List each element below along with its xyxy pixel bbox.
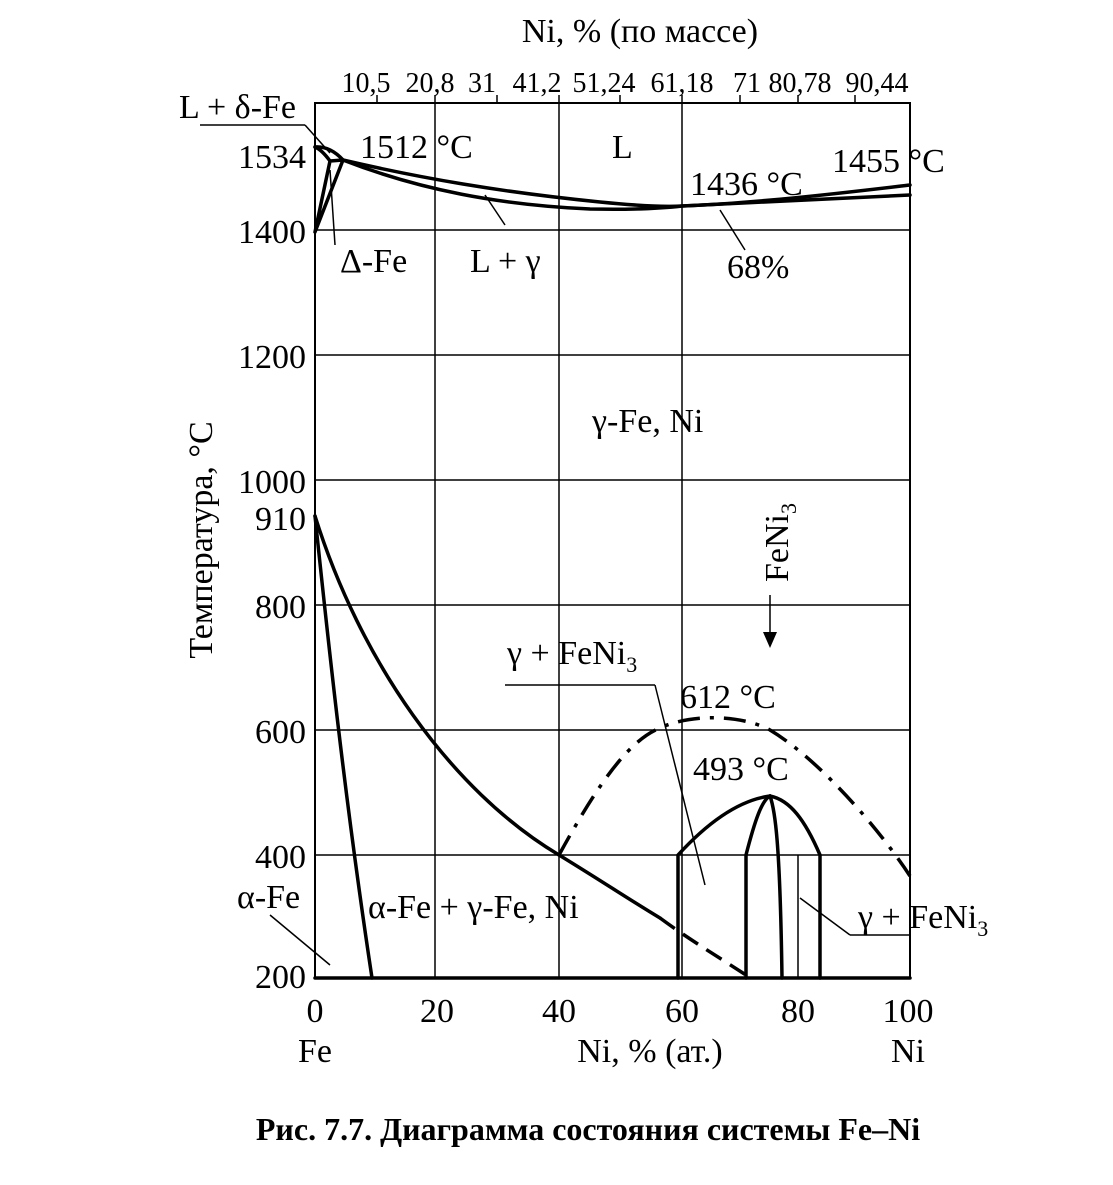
ordering-dome-612 <box>557 716 912 877</box>
feni3-inner-left <box>744 794 772 980</box>
y-tick-label: 200 <box>255 959 306 996</box>
x-tick-label: 60 <box>665 993 699 1030</box>
delta-fe-loop <box>313 145 345 234</box>
gamma-alpha-boundary <box>313 514 662 920</box>
top-tick-label: 20,8 <box>406 68 455 99</box>
label-liquid: L <box>612 129 633 166</box>
top-tick-label: 61,18 <box>651 68 714 99</box>
top-tick-labels: 10,5 20,8 31 41,2 51,24 61,18 71 80,78 9… <box>342 68 909 99</box>
y-tick-label: 1400 <box>238 214 306 251</box>
y-tick-label: 800 <box>255 589 306 626</box>
label-feni3-base: FeNi3 <box>759 503 801 582</box>
label-493: 493 °C <box>693 751 789 788</box>
x-tick-label: 0 <box>307 993 324 1030</box>
x-tick-label: 100 <box>883 993 934 1030</box>
figure-caption: Рис. 7.7. Диаграмма состояния системы Fe… <box>256 1111 920 1147</box>
label-feni3-vertical: FeNi3 <box>759 503 801 582</box>
y-axis-title: Температура, °C <box>183 421 220 658</box>
top-tick-label: 80,78 <box>769 68 832 99</box>
y-tick-label: 1000 <box>238 464 306 501</box>
alpha-solvus <box>313 514 374 980</box>
y-tick-label: 1200 <box>238 339 306 376</box>
x-end-right-label: Ni <box>891 1033 925 1070</box>
x-tick-label: 40 <box>542 993 576 1030</box>
label-alpha-gamma: α-Fe + γ-Fe, Ni <box>368 889 579 926</box>
top-tick-label: 71 <box>733 68 761 99</box>
plot-frame <box>314 102 911 979</box>
leader-lines <box>200 124 910 966</box>
label-gamma-fe-ni: γ-Fe, Ni <box>591 403 703 440</box>
x-tick-label: 20 <box>420 993 454 1030</box>
top-tick-label: 31 <box>468 68 496 99</box>
label-1512: 1512 °C <box>360 129 473 166</box>
y-tick-label: 400 <box>255 839 306 876</box>
top-axis-ticks <box>376 95 856 103</box>
label-68-percent: 68% <box>727 249 789 286</box>
top-tick-label: 90,44 <box>846 68 909 99</box>
label-gamma-feni3-upper: γ + FeNi3 <box>506 635 637 677</box>
gamma-alpha-boundary-dashed <box>658 916 747 977</box>
y-tick-label: 1534 <box>238 139 306 176</box>
region-labels: L + δ-Fe L 1512 °C 1436 °C 1455 °C Δ-Fe … <box>179 89 988 941</box>
x-axis-title: Ni, % (ат.) <box>577 1033 722 1070</box>
feni3-region-left <box>676 794 772 980</box>
x-tick-label: 80 <box>781 993 815 1030</box>
label-gamma-feni3-lower: γ + FeNi3 <box>857 899 988 941</box>
label-l-delta: L + δ-Fe <box>179 89 296 126</box>
feni3-inner-right <box>768 794 784 980</box>
grid <box>315 103 910 978</box>
solidus-curve <box>341 158 912 212</box>
phase-curves <box>313 145 912 980</box>
feni3-arrow <box>763 595 777 648</box>
label-612: 612 °C <box>680 679 776 716</box>
label-l-gamma: L + γ <box>470 243 541 280</box>
y-tick-labels: 1534 1400 1200 1000 910 800 600 400 200 <box>238 139 306 996</box>
label-1436: 1436 °C <box>690 166 803 203</box>
y-tick-label: 600 <box>255 714 306 751</box>
x-end-left-label: Fe <box>298 1033 332 1070</box>
label-delta-fe: Δ-Fe <box>340 243 407 280</box>
x-tick-labels: 0 20 40 60 80 100 <box>307 993 934 1030</box>
top-tick-label: 51,24 <box>573 68 636 99</box>
top-tick-label: 10,5 <box>342 68 391 99</box>
y-tick-label: 910 <box>255 501 306 538</box>
label-1455: 1455 °C <box>832 143 945 180</box>
top-axis-title: Ni, % (по массе) <box>522 13 758 50</box>
top-tick-label: 41,2 <box>513 68 562 99</box>
feni3-region-right <box>768 794 822 980</box>
label-alpha-fe: α-Fe <box>237 879 300 916</box>
